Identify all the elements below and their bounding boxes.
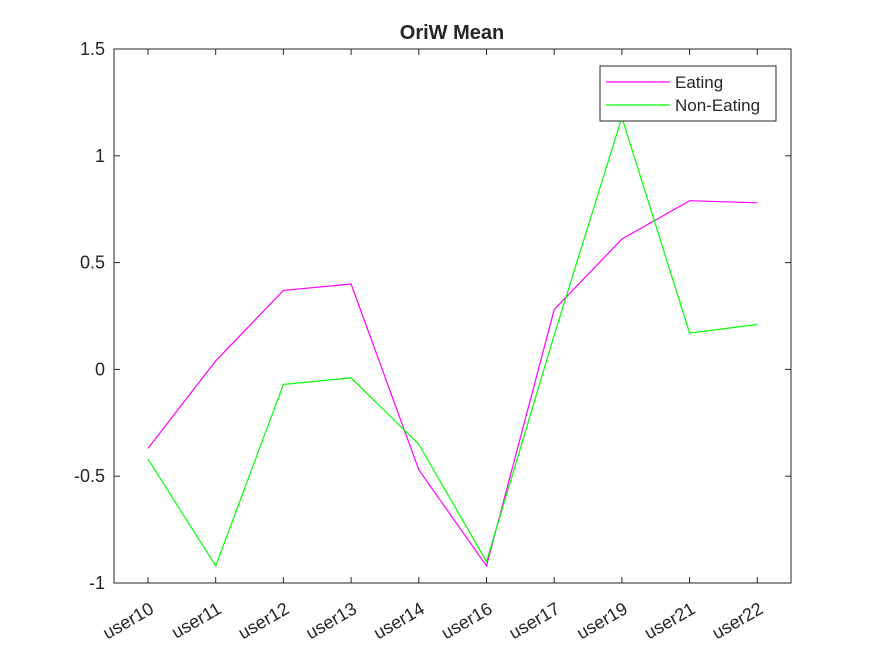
y-tick-label: 0 [95,359,105,379]
y-tick-label: 1 [95,146,105,166]
chart-title: OriW Mean [400,22,504,44]
y-tick-label: 1.5 [80,39,105,59]
y-tick-label: 0.5 [80,253,105,273]
series-lines [147,115,758,568]
series-line-non-eating [147,115,758,568]
legend-label: Eating [675,73,723,92]
y-tick-label: -0.5 [74,466,105,486]
y-tick-label: -1 [89,573,105,593]
series-line-eating [147,200,758,568]
legend-box [599,65,777,122]
plot-area [113,48,792,584]
legend: Eating Non-Eating [599,65,777,122]
legend-label: Non-Eating [675,96,760,115]
y-axis: -1 -0.5 0 0.5 1 1.5 [74,39,791,593]
